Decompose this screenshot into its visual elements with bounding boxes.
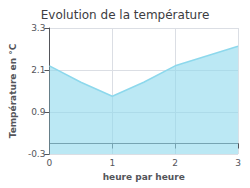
svg-text:heure par heure: heure par heure [103,172,185,182]
svg-text:2: 2 [172,158,178,168]
svg-text:0: 0 [47,158,53,168]
svg-text:Evolution de la température: Evolution de la température [41,8,210,22]
svg-text:1: 1 [109,158,115,168]
svg-text:3: 3 [235,158,241,168]
svg-text:-0.3: -0.3 [28,149,46,159]
svg-text:3.3: 3.3 [31,23,45,33]
svg-text:2.1: 2.1 [31,65,45,75]
svg-text:0.9: 0.9 [31,107,46,117]
svg-text:Température en °C: Température en °C [8,43,18,138]
